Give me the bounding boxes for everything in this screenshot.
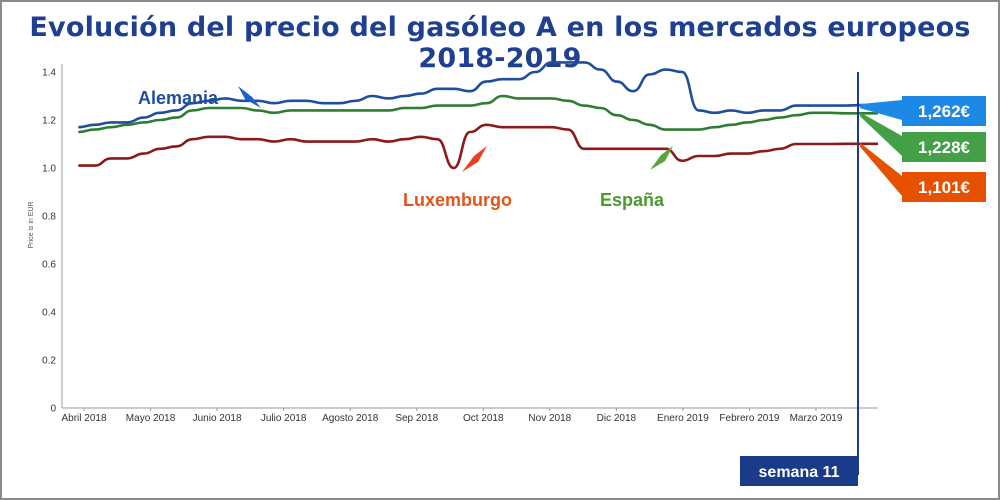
y-tick-label: 0.2 — [42, 356, 56, 367]
y-tick-label: 0.4 — [42, 308, 56, 319]
pointer-luxemburgo-icon — [462, 146, 487, 172]
price-box-luxemburgo — [902, 172, 986, 202]
week-marker-label: semana 11 — [759, 464, 840, 481]
x-tick-label: Oct 2018 — [463, 413, 504, 424]
y-tick-label: 0.6 — [42, 260, 56, 271]
series-line-luxemburgo — [78, 123, 878, 170]
price-connector-alemania — [860, 100, 902, 120]
x-tick-label: Dic 2018 — [597, 413, 637, 424]
y-tick-label: 1.4 — [42, 68, 56, 79]
x-tick-label: Mayo 2018 — [126, 413, 176, 424]
price-value-espana: 1,228€ — [918, 138, 971, 157]
x-tick-label: Junio 2018 — [193, 413, 242, 424]
x-tick-label: Enero 2019 — [657, 413, 709, 424]
pointer-alemania-icon — [238, 86, 261, 108]
label-alemania: Alemania — [138, 88, 219, 108]
y-tick-label: 1.0 — [42, 164, 56, 175]
x-tick-label: Julio 2018 — [261, 413, 307, 424]
price-value-alemania: 1,262€ — [918, 102, 971, 121]
price-value-luxemburgo: 1,101€ — [918, 178, 971, 197]
chart-title: Evolución del precio del gasóleo A en lo… — [29, 12, 971, 74]
price-box-espana — [902, 132, 986, 162]
label-luxemburgo: Luxemburgo — [403, 190, 512, 210]
x-tick-label: Marzo 2019 — [790, 413, 843, 424]
price-connector-luxemburgo — [860, 142, 902, 196]
y-tick-label: 1.2 — [42, 116, 56, 127]
week-marker-box — [740, 456, 858, 486]
x-tick-label: Febrero 2019 — [719, 413, 779, 424]
x-tick-label: Nov 2018 — [528, 413, 571, 424]
x-tick-label: Agosto 2018 — [322, 413, 379, 424]
y-tick-label: 0.8 — [42, 212, 56, 223]
pointer-espana-icon — [650, 146, 673, 170]
y-axis-label: Price is in EUR — [28, 201, 35, 248]
x-tick-label: Abril 2018 — [61, 413, 106, 424]
price-box-alemania — [902, 96, 986, 126]
series-line-alemania — [78, 61, 878, 129]
label-espana: España — [600, 190, 665, 210]
series-line-espaa — [78, 94, 878, 134]
x-tick-label: Sep 2018 — [395, 413, 438, 424]
price-connector-espana — [860, 112, 902, 156]
y-tick-label: 0 — [50, 404, 56, 415]
